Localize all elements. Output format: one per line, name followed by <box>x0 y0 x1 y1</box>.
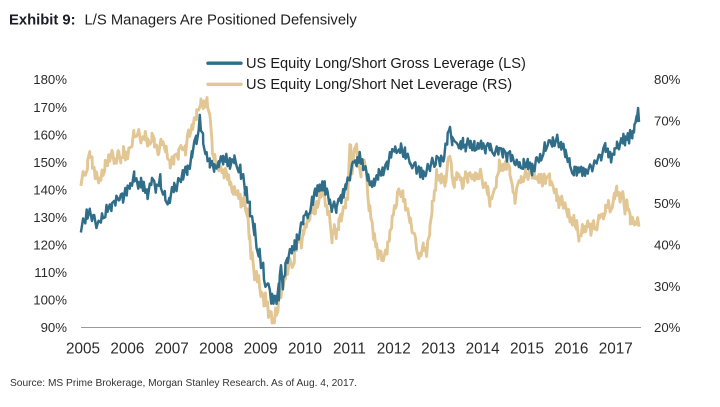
svg-text:2009: 2009 <box>244 340 278 357</box>
svg-text:Exhibit 9:: Exhibit 9: <box>9 12 76 28</box>
svg-text:2007: 2007 <box>155 340 189 357</box>
svg-text:120%: 120% <box>33 238 67 253</box>
svg-text:160%: 160% <box>33 127 67 142</box>
svg-text:2008: 2008 <box>199 340 233 357</box>
svg-text:US Equity Long/Short Gross Lev: US Equity Long/Short Gross Leverage (LS) <box>246 56 526 72</box>
svg-text:170%: 170% <box>33 100 67 115</box>
svg-text:2017: 2017 <box>599 340 633 357</box>
svg-text:90%: 90% <box>41 320 68 335</box>
svg-text:80%: 80% <box>654 72 681 87</box>
svg-text:2015: 2015 <box>510 340 544 357</box>
svg-text:20%: 20% <box>654 320 681 335</box>
svg-text:2012: 2012 <box>377 340 411 357</box>
svg-text:130%: 130% <box>33 210 67 225</box>
svg-text:US Equity Long/Short Net Lever: US Equity Long/Short Net Leverage (RS) <box>246 77 512 93</box>
svg-text:30%: 30% <box>654 279 681 294</box>
svg-text:140%: 140% <box>33 182 67 197</box>
svg-text:150%: 150% <box>33 155 67 170</box>
svg-text:50%: 50% <box>654 196 681 211</box>
svg-text:2011: 2011 <box>333 340 366 357</box>
svg-text:2005: 2005 <box>66 340 100 357</box>
svg-text:70%: 70% <box>654 114 681 129</box>
svg-text:40%: 40% <box>654 238 681 253</box>
svg-text:2010: 2010 <box>288 340 322 357</box>
svg-text:Source: MS Prime Brokerage, Mo: Source: MS Prime Brokerage, Morgan Stanl… <box>10 378 357 389</box>
svg-text:60%: 60% <box>654 155 681 170</box>
svg-text:2014: 2014 <box>466 340 501 357</box>
svg-text:2016: 2016 <box>554 340 588 357</box>
svg-text:2006: 2006 <box>110 340 144 357</box>
svg-text:L/S Managers Are Positioned De: L/S Managers Are Positioned Defensively <box>85 12 358 28</box>
svg-text:110%: 110% <box>34 265 67 280</box>
svg-text:2013: 2013 <box>421 340 455 357</box>
svg-text:100%: 100% <box>33 293 67 308</box>
svg-text:180%: 180% <box>33 72 67 87</box>
